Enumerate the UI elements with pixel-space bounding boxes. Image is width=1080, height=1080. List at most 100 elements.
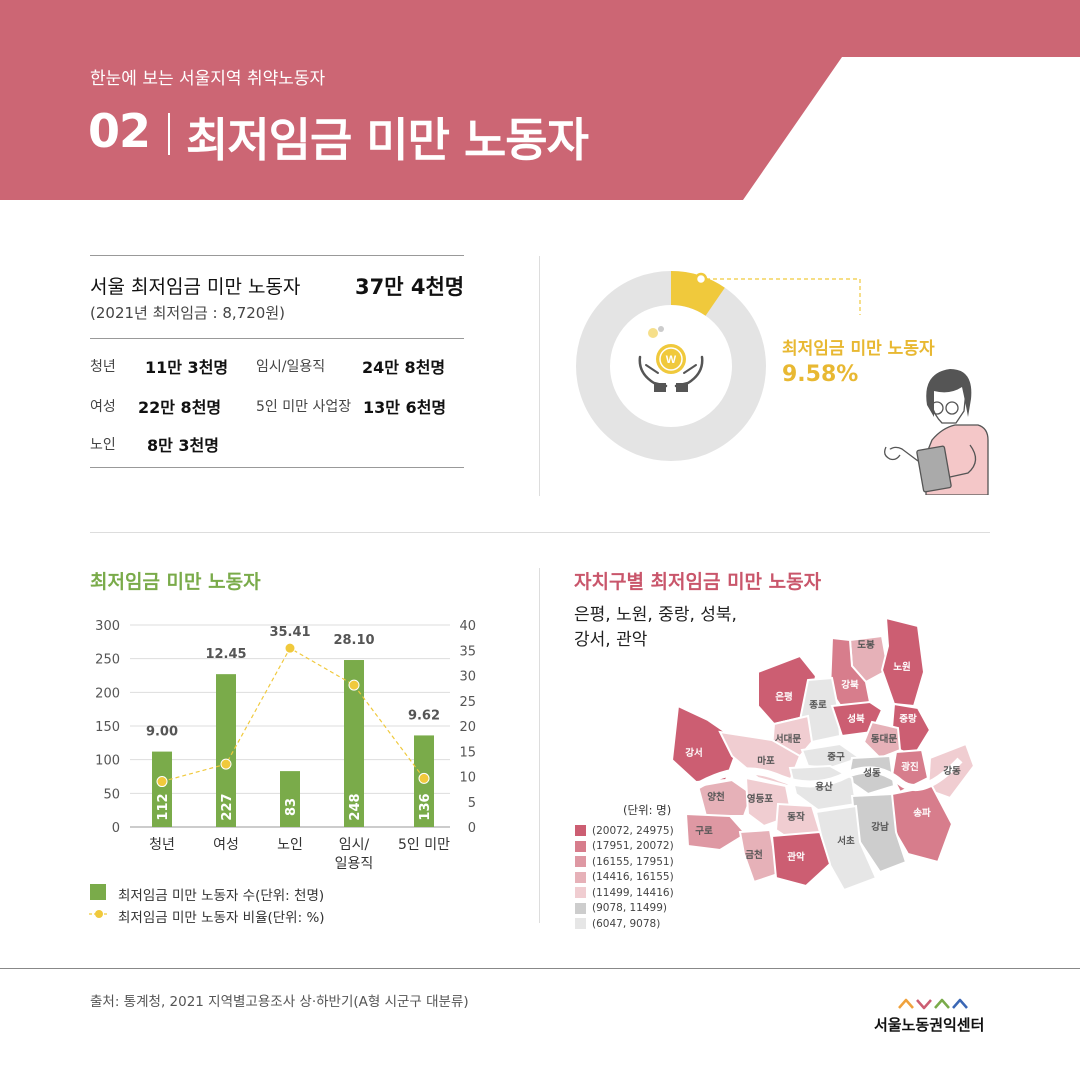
x-tick-label: 5인 미만 [398, 837, 450, 853]
ratio-point [284, 642, 296, 654]
y-right-tick-label: 40 [459, 619, 476, 634]
district-label: 강북 [841, 679, 859, 691]
section-separator [90, 532, 990, 533]
district-label: 강남 [871, 821, 889, 833]
y-left-tick-label: 300 [95, 619, 120, 634]
legend-line-label: 최저임금 미만 노동자 비율(단위: %) [118, 910, 325, 926]
map-legend-item: (20072, 24975) [575, 823, 674, 839]
map-legend-range: (6047, 9078) [592, 917, 661, 930]
ratio-point [220, 758, 232, 770]
title-divider [168, 113, 170, 155]
map-unit: (단위: 명) [623, 803, 672, 817]
stat-temp-label: 임시/일용직 [256, 359, 326, 375]
stat-small-biz-label: 5인 미만 사업장 [256, 399, 352, 415]
district-label: 관악 [787, 851, 805, 863]
ratio-point [418, 772, 430, 784]
section-number: 02 [88, 104, 151, 158]
ratio-point [156, 776, 168, 788]
district-관악 [770, 830, 832, 888]
bar [216, 674, 236, 827]
bar-value-label: 248 [348, 793, 363, 820]
logo-mark-icon [898, 998, 968, 1010]
district-label: 중랑 [899, 713, 917, 725]
bar [344, 660, 364, 827]
district-label: 강서 [685, 747, 702, 759]
summary-label: 서울 최저임금 미만 노동자 [90, 276, 301, 298]
x-tick-label: 일용직 [335, 856, 374, 872]
district-label: 중구 [827, 752, 845, 763]
district-label: 양천 [707, 791, 724, 803]
chart-title: 최저임금 미만 노동자 [90, 571, 261, 593]
ratio-point [348, 679, 360, 691]
map-legend-item: (6047, 9078) [575, 916, 674, 932]
donut-value-arc [576, 271, 766, 461]
page-title: 최저임금 미만 노동자 [186, 113, 589, 167]
y-left-tick-label: 100 [95, 754, 120, 769]
stat-elderly-value: 8만 3천명 [147, 436, 219, 455]
bar-value-label: 136 [418, 793, 433, 820]
y-left-tick-label: 250 [95, 653, 120, 668]
header-background [0, 0, 1080, 200]
district-label: 종로 [809, 700, 827, 711]
district-마포 [718, 730, 802, 788]
map-title: 자치구별 최저임금 미만 노동자 [574, 571, 822, 593]
y-left-tick-label: 150 [95, 720, 120, 735]
bar [152, 751, 172, 827]
stat-youth-value: 11만 3천명 [145, 358, 229, 377]
summary-top-rule [90, 255, 464, 256]
district-중구 [800, 742, 863, 770]
district-label: 노원 [893, 661, 910, 673]
y-right-tick-label: 10 [459, 771, 476, 786]
district-label: 동작 [787, 811, 805, 823]
map-legend-item: (16155, 17951) [575, 854, 674, 870]
ratio-line [161, 647, 425, 783]
legend-bar-label: 최저임금 미만 노동자 수(단위: 천명) [118, 888, 325, 904]
map-legend-swatch [575, 856, 586, 868]
y-right-tick-label: 30 [459, 670, 476, 685]
y-right-tick-label: 15 [459, 745, 476, 760]
district-구로 [684, 812, 748, 852]
district-label: 금천 [745, 850, 762, 861]
ratio-value-label: 35.41 [269, 625, 310, 640]
map-legend-item: (14416, 16155) [575, 870, 674, 886]
stat-women-label: 여성 [90, 399, 116, 415]
district-label: 마포 [757, 755, 775, 767]
y-right-tick-label: 25 [459, 695, 476, 710]
map-legend-swatch [575, 918, 586, 930]
district-label: 도봉 [857, 640, 875, 651]
bar-value-label: 227 [220, 793, 235, 820]
summary-mid-rule [90, 338, 464, 339]
map-legend-range: (14416, 16155) [592, 871, 674, 884]
svg-text:W: W [666, 354, 677, 366]
y-left-tick-label: 200 [95, 686, 120, 701]
ratio-value-label: 9.62 [408, 708, 440, 723]
header-subtitle: 한눈에 보는 서울지역 취약노동자 [90, 69, 326, 89]
ratio-value-label: 9.00 [146, 725, 178, 740]
person-illustration [884, 369, 989, 495]
district-label: 동대문 [871, 733, 897, 745]
ratio-value-label: 28.10 [333, 633, 374, 648]
legend-line-swatch [89, 910, 109, 918]
map-legend-swatch [575, 840, 586, 852]
logo-text: 서울노동권익센터 [874, 1016, 985, 1034]
district-label: 송파 [913, 807, 931, 819]
ratio-value-label: 12.45 [205, 647, 246, 662]
district-label: 성북 [847, 713, 865, 725]
district-금천 [738, 828, 780, 884]
y-right-tick-label: 35 [459, 644, 476, 659]
header-banner: 한눈에 보는 서울지역 취약노동자 02 최저임금 미만 노동자 [0, 0, 1080, 200]
stat-small-biz-value: 13만 6천명 [363, 398, 447, 417]
x-tick-label: 노인 [277, 837, 303, 853]
callout-line [706, 278, 861, 315]
map-highlight-line1: 은평, 노원, 중랑, 성북, [574, 605, 737, 625]
footer-rule [0, 968, 1080, 969]
y-left-tick-label: 0 [112, 821, 120, 836]
district-label: 서대문 [775, 733, 801, 745]
district-label: 광진 [901, 761, 918, 773]
map-legend-swatch [575, 902, 586, 914]
y-right-tick-label: 0 [468, 821, 476, 836]
map-legend-item: (11499, 14416) [575, 885, 674, 901]
vertical-divider-top [539, 256, 540, 496]
bar-value-label: 112 [156, 793, 171, 820]
